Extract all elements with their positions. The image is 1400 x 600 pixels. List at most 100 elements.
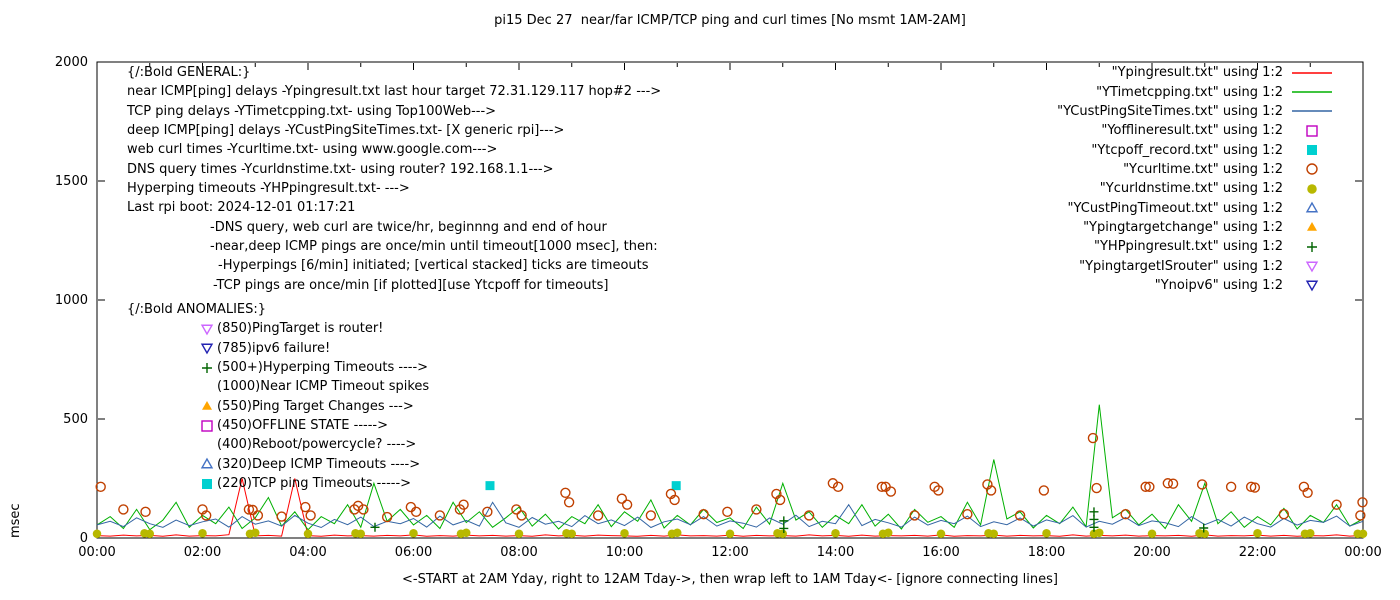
anomalies-header: {/:Bold ANOMALIES:} bbox=[127, 302, 267, 317]
x-tick-label: 04:00 bbox=[289, 545, 326, 560]
y-tick-label: 0 bbox=[80, 531, 88, 546]
plot-annotation-anomalies: {/:Bold ANOMALIES:} (850)PingTarget is r… bbox=[127, 300, 429, 493]
circle-open-marker-icon bbox=[1306, 163, 1318, 176]
legend-item: "Ypingtargetchange" using 1:2 bbox=[1057, 218, 1333, 237]
triangle-down-open-marker-icon bbox=[200, 324, 214, 336]
y-tick-label: 1500 bbox=[55, 174, 88, 189]
anomaly-text: (450)OFFLINE STATE -----> bbox=[217, 418, 388, 434]
anomaly-line: (450)OFFLINE STATE -----> bbox=[127, 416, 429, 435]
triangle-down-open-marker-icon bbox=[1305, 281, 1319, 292]
anomaly-text: (785)ipv6 failure! bbox=[217, 340, 331, 356]
triangle-up-filled-marker-icon bbox=[1307, 222, 1317, 232]
legend-label: "Ypingtargetchange" using 1:2 bbox=[1083, 219, 1283, 235]
annotation-line: Last rpi boot: 2024-12-01 01:17:21 bbox=[127, 200, 356, 216]
triangle-down-open-marker-icon bbox=[1305, 261, 1319, 273]
anomaly-text: (320)Deep ICMP Timeouts ----> bbox=[217, 456, 421, 472]
square-open-marker-icon bbox=[201, 420, 213, 432]
line-swatch-icon bbox=[1292, 91, 1332, 93]
annotation-line: DNS query times -Ycurldnstime.txt- using… bbox=[127, 161, 554, 177]
anomaly-line: (850)PingTarget is router! bbox=[127, 319, 429, 338]
legend-label: "YTimetcpping.txt" using 1:2 bbox=[1096, 84, 1283, 100]
anomaly-line: (550)Ping Target Changes ---> bbox=[127, 397, 429, 416]
annotation-line: -TCP pings are once/min [if plotted][use… bbox=[213, 277, 609, 293]
legend-item: "Ycurltime.txt" using 1:2 bbox=[1057, 160, 1333, 179]
anomaly-line: (220)TCP ping Timeouts -----> bbox=[127, 474, 429, 493]
series-YHPpingresult.txt bbox=[370, 507, 1209, 533]
legend-label: "Ycurltime.txt" using 1:2 bbox=[1123, 161, 1283, 177]
x-tick-label: 18:00 bbox=[1028, 545, 1065, 560]
legend-item: "YCustPingSiteTimes.txt" using 1:2 bbox=[1057, 102, 1333, 121]
x-tick-label: 00:00 bbox=[1344, 545, 1381, 560]
legend-label: "Yofflineresult.txt" using 1:2 bbox=[1101, 123, 1283, 139]
legend-label: "YCustPingSiteTimes.txt" using 1:2 bbox=[1057, 103, 1283, 119]
plus-marker-icon bbox=[202, 362, 212, 373]
legend-label: "Ytcpoff_record.txt" using 1:2 bbox=[1091, 142, 1283, 158]
triangle-down-open-marker-icon bbox=[200, 343, 214, 355]
anomaly-line: (785)ipv6 failure! bbox=[127, 339, 429, 358]
x-axis-label: <-START at 2AM Yday, right to 12AM Tday-… bbox=[402, 572, 1058, 587]
annotation-line: -DNS query, web curl are twice/hr, begin… bbox=[210, 219, 607, 235]
plus-marker-icon bbox=[1307, 241, 1317, 252]
x-tick-label: 06:00 bbox=[395, 545, 432, 560]
y-tick-label: 1000 bbox=[55, 293, 88, 308]
plot-annotation-general: {/:Bold GENERAL:} near ICMP[ping] delays … bbox=[127, 63, 661, 295]
y-tick-label: 500 bbox=[63, 412, 88, 427]
series-Ytcpoff_record.txt bbox=[485, 481, 681, 491]
legend-label: "YpingtargetISrouter" using 1:2 bbox=[1079, 258, 1283, 274]
triangle-up-filled-marker-icon bbox=[202, 401, 212, 411]
anomalies-list: (850)PingTarget is router! (785)ipv6 fail… bbox=[127, 319, 429, 493]
legend-label: "YCustPingTimeout.txt" using 1:2 bbox=[1067, 200, 1283, 216]
legend-item: "YCustPingTimeout.txt" using 1:2 bbox=[1057, 198, 1333, 217]
legend-label: "Ynoipv6" using 1:2 bbox=[1154, 277, 1283, 293]
anomaly-text: (400)Reboot/powercycle? ----> bbox=[217, 437, 417, 453]
legend-item: "Ycurldnstime.txt" using 1:2 bbox=[1057, 179, 1333, 198]
x-tick-label: 12:00 bbox=[711, 545, 748, 560]
square-open-marker-icon bbox=[1306, 125, 1318, 137]
y-axis-label: msec bbox=[8, 503, 23, 538]
chart-title: pi15 Dec 27 near/far ICMP/TCP ping and c… bbox=[494, 13, 966, 28]
annotation-line: Hyperping timeouts -YHPpingresult.txt- -… bbox=[127, 181, 410, 197]
x-tick-label: 14:00 bbox=[817, 545, 854, 560]
annotation-line: deep ICMP[ping] delays -YCustPingSiteTim… bbox=[127, 123, 565, 139]
annotation-line: {/:Bold GENERAL:} bbox=[127, 65, 251, 80]
legend-item: "YTimetcpping.txt" using 1:2 bbox=[1057, 82, 1333, 101]
series-Ycurltime.txt bbox=[95, 432, 1368, 523]
marker-spacer bbox=[199, 380, 215, 394]
anomaly-text: (220)TCP ping Timeouts -----> bbox=[217, 476, 412, 492]
series-YCustPingSiteTimes.txt bbox=[96, 501, 1364, 529]
anomaly-text: (850)PingTarget is router! bbox=[217, 321, 384, 337]
legend-item: "Ypingresult.txt" using 1:2 bbox=[1057, 63, 1333, 82]
x-tick-label: 20:00 bbox=[1133, 545, 1170, 560]
triangle-up-open-marker-icon bbox=[200, 458, 214, 469]
y-tick-label: 2000 bbox=[55, 55, 88, 70]
x-tick-label: 00:00 bbox=[78, 545, 115, 560]
line-swatch-icon bbox=[1292, 110, 1332, 113]
legend-item: "YpingtargetISrouter" using 1:2 bbox=[1057, 256, 1333, 275]
annotation-line: TCP ping delays -YTimetcpping.txt- using… bbox=[127, 103, 497, 119]
circle-filled-marker-icon bbox=[1307, 183, 1317, 194]
anomaly-line: (1000)Near ICMP Timeout spikes bbox=[127, 377, 429, 396]
square-filled-marker-icon bbox=[202, 478, 212, 489]
annotation-line: -near,deep ICMP pings are once/min until… bbox=[210, 239, 658, 255]
legend-item: "Ynoipv6" using 1:2 bbox=[1057, 276, 1333, 295]
x-tick-label: 08:00 bbox=[500, 545, 537, 560]
legend-item: "Ytcpoff_record.txt" using 1:2 bbox=[1057, 140, 1333, 159]
legend-item: "YHPpingresult.txt" using 1:2 bbox=[1057, 237, 1333, 256]
legend: "Ypingresult.txt" using 1:2 "YTimetcpping… bbox=[1057, 63, 1333, 295]
triangle-up-open-marker-icon bbox=[1305, 201, 1319, 213]
marker-spacer bbox=[199, 438, 215, 452]
anomaly-line: (320)Deep ICMP Timeouts ----> bbox=[127, 455, 429, 474]
x-tick-label: 02:00 bbox=[184, 545, 221, 560]
anomaly-line: (400)Reboot/powercycle? ----> bbox=[127, 435, 429, 454]
annotation-line: -Hyperpings [6/min] initiated; [vertical… bbox=[218, 258, 649, 274]
legend-label: "Ycurldnstime.txt" using 1:2 bbox=[1099, 181, 1283, 197]
x-tick-label: 16:00 bbox=[922, 545, 959, 560]
legend-label: "YHPpingresult.txt" using 1:2 bbox=[1094, 239, 1283, 255]
anomaly-line: (500+)Hyperping Timeouts ----> bbox=[127, 358, 429, 377]
anomaly-text: (1000)Near ICMP Timeout spikes bbox=[217, 379, 430, 395]
anomaly-text: (500+)Hyperping Timeouts ----> bbox=[217, 360, 429, 376]
annotation-line: web curl times -Ycurltime.txt- using www… bbox=[127, 142, 498, 158]
line-swatch-icon bbox=[1292, 71, 1332, 74]
